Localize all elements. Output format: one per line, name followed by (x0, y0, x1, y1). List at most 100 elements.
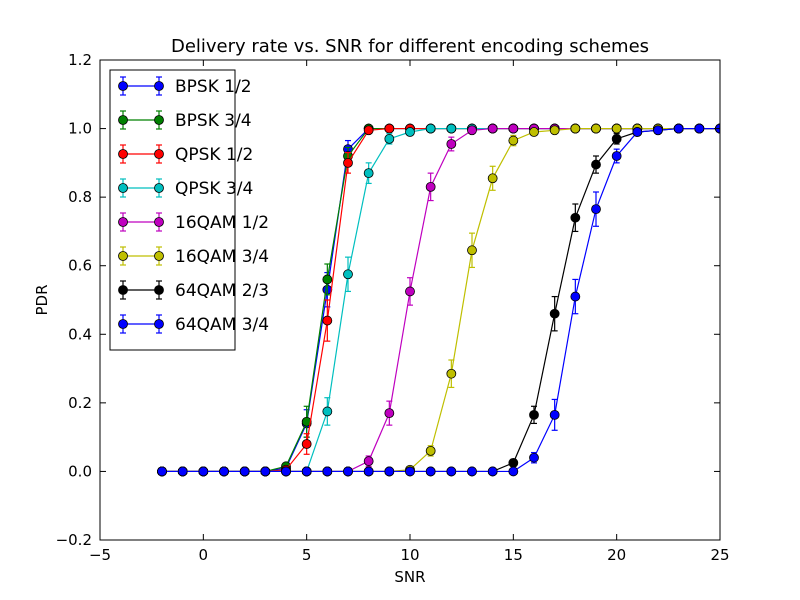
y-tick-label: 0.4 (68, 325, 92, 343)
y-tick-label: 0.8 (68, 188, 92, 206)
x-tick-label: 25 (710, 546, 729, 564)
data-point (653, 125, 663, 136)
data-point (487, 123, 498, 134)
data-point (549, 308, 560, 319)
x-tick-label: 15 (504, 546, 523, 564)
data-point (446, 123, 457, 134)
data-point (384, 408, 395, 419)
data-point (301, 439, 312, 449)
data-point (549, 125, 560, 136)
data-point (322, 315, 333, 326)
data-point (611, 151, 622, 161)
legend-entry-5: 16QAM 3/4 (118, 246, 269, 267)
legend-marker (118, 251, 128, 261)
legend-marker (154, 115, 164, 125)
data-point (467, 466, 477, 477)
data-point (384, 466, 395, 477)
data-point (694, 123, 705, 134)
legend-entry-6: 64QAM 2/3 (118, 280, 269, 301)
data-point (363, 125, 374, 136)
x-tick-label: 10 (400, 546, 419, 564)
data-point (425, 466, 436, 477)
y-tick-label: 1.0 (68, 120, 92, 138)
legend-marker (154, 217, 164, 227)
data-point (157, 466, 167, 477)
data-point (425, 445, 436, 456)
legend-marker (154, 319, 164, 329)
data-point (322, 274, 333, 285)
legend-label: QPSK 3/4 (175, 179, 253, 199)
legend-label: 64QAM 2/3 (175, 281, 269, 301)
data-point (570, 212, 581, 223)
y-axis-label: PDR (33, 284, 51, 315)
y-tick-label: 1.2 (68, 51, 92, 69)
legend-marker (154, 183, 164, 193)
data-point (508, 135, 519, 146)
legend-entry-3: QPSK 3/4 (118, 178, 253, 199)
legend-box (109, 69, 236, 351)
data-point (591, 123, 601, 134)
data-point (487, 173, 498, 184)
x-tick-label: 5 (302, 546, 312, 564)
data-point (177, 466, 188, 477)
y-tick-label: 0.0 (68, 462, 92, 480)
legend-marker (118, 217, 128, 227)
legend-marker (154, 251, 164, 261)
data-point (591, 204, 601, 215)
chart-title: Delivery rate vs. SNR for different enco… (171, 36, 649, 57)
legend-entry-0: BPSK 1/2 (118, 76, 252, 97)
legend-entry-2: QPSK 1/2 (118, 144, 253, 165)
data-point (446, 466, 457, 477)
plot-area (99, 59, 721, 541)
data-point (322, 466, 333, 477)
legend-entry-1: BPSK 3/4 (118, 110, 252, 131)
series-line (162, 127, 720, 473)
legend-label: BPSK 1/2 (175, 77, 252, 97)
data-point (508, 123, 519, 134)
data-point (611, 133, 622, 144)
data-point (487, 466, 498, 477)
legend-marker (118, 149, 128, 159)
data-point (529, 127, 539, 137)
series-7 (157, 123, 720, 477)
data-point (405, 466, 415, 477)
data-point (363, 466, 374, 477)
data-point (549, 409, 560, 420)
data-point (446, 139, 457, 149)
data-point (446, 368, 457, 379)
legend-label: BPSK 3/4 (175, 111, 252, 131)
data-point (301, 466, 312, 477)
data-point (281, 466, 291, 477)
data-point (405, 127, 415, 137)
data-point (529, 409, 539, 420)
x-axis-label: SNR (394, 568, 425, 586)
data-point (384, 133, 395, 144)
data-point (343, 466, 353, 477)
y-tick-label: 0.6 (68, 257, 92, 275)
data-point (405, 286, 415, 297)
data-point (343, 157, 353, 168)
data-point (322, 406, 333, 417)
legend-entry-7: 64QAM 3/4 (118, 314, 269, 335)
data-point (508, 466, 519, 477)
legend-marker (154, 285, 164, 295)
data-point (570, 291, 581, 302)
data-point (591, 159, 601, 170)
data-point (198, 466, 209, 477)
data-point (363, 456, 374, 467)
y-tick-label: 0.2 (68, 394, 92, 412)
data-point (301, 416, 312, 427)
y-tick-label: −0.2 (56, 531, 92, 549)
data-point (673, 123, 684, 134)
legend-label: QPSK 1/2 (175, 145, 253, 165)
legend-label: 16QAM 1/2 (175, 213, 269, 233)
data-point (508, 457, 519, 468)
legend-label: 16QAM 3/4 (175, 247, 269, 267)
data-point (343, 269, 353, 280)
legend-marker (118, 285, 128, 295)
axis-ticks: −5 0 5 10 15 20 25 −0.2 0.0 0.2 0.4 0.6 0.8 1.0 1.2 (56, 51, 730, 564)
data-point (632, 127, 643, 137)
data-point (384, 123, 395, 134)
